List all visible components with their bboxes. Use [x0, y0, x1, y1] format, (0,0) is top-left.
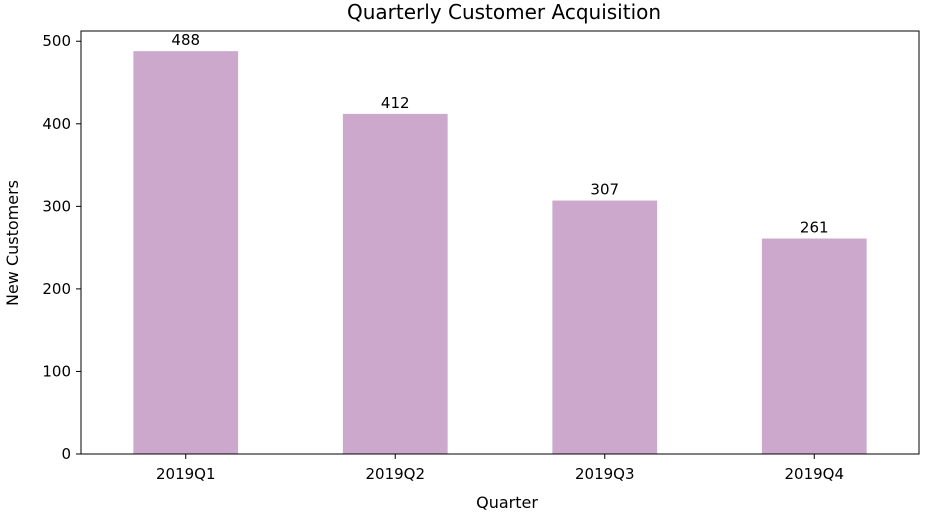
x-tick-label-2019Q2: 2019Q2 [365, 465, 425, 483]
chart-title: Quarterly Customer Acquisition [347, 0, 661, 24]
bar-2019Q4 [761, 238, 867, 454]
data-label-2019Q4: 261 [800, 219, 829, 237]
x-tick-label-2019Q4: 2019Q4 [784, 465, 844, 483]
data-label-2019Q1: 488 [171, 31, 200, 49]
bar-2019Q3 [552, 200, 658, 454]
y-tick-label-500: 500 [42, 32, 71, 50]
x-axis-label: Quarter [476, 493, 538, 512]
y-tick-label-400: 400 [42, 115, 71, 133]
y-tick-label-0: 0 [61, 445, 71, 463]
bar-2019Q1 [133, 51, 239, 454]
bar-2019Q2 [342, 113, 448, 454]
y-tick-label-200: 200 [42, 280, 71, 298]
y-tick-label-300: 300 [42, 197, 71, 215]
data-label-2019Q2: 412 [381, 94, 410, 112]
x-tick-label-2019Q1: 2019Q1 [156, 465, 216, 483]
plot-frame [80, 30, 920, 455]
plot-area: 488 2019Q1 412 2019Q2 307 2019Q3 261 2019Q4 0 100… [42, 31, 867, 483]
y-axis-label: New Customers [3, 180, 22, 306]
data-label-2019Q3: 307 [590, 181, 619, 199]
y-tick-label-100: 100 [42, 362, 71, 380]
x-tick-label-2019Q3: 2019Q3 [575, 465, 635, 483]
